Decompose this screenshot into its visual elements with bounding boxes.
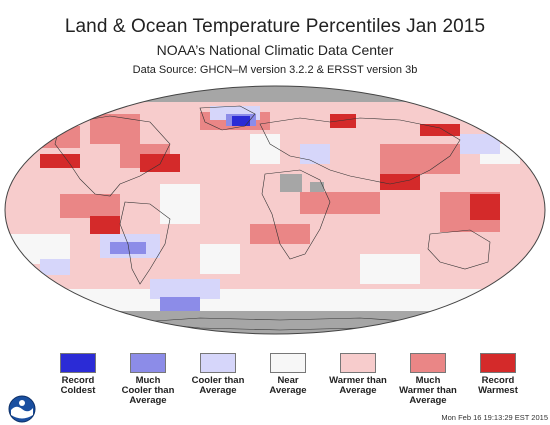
patch [420,124,460,136]
patch [300,144,330,164]
patch [250,224,310,244]
eurasia-outline [259,117,461,185]
legend-item-near-average: Near Average [248,353,328,396]
patch [380,144,460,174]
patch [360,254,420,284]
patch [150,279,220,299]
noaa-logo-icon [8,395,36,423]
map-border [4,85,546,335]
patch [250,134,280,164]
swatch [270,353,306,373]
southern-ocean-near [5,289,545,311]
timestamp: Mon Feb 16 19:13:29 EST 2015 [441,413,548,422]
patch [300,192,380,214]
patch [160,297,200,311]
legend-item-cooler: Cooler than Average [178,353,258,396]
patch [460,134,500,154]
patch [40,259,70,275]
map-subtitle: NOAA’s National Climatic Data Center [156,42,394,58]
africa-outline [261,169,331,260]
swatch [130,353,166,373]
patch [330,114,356,128]
patch [470,194,500,220]
legend-item-much-cooler: Much Cooler than Average [108,353,188,406]
patch [110,242,146,254]
south-america-outline [119,201,171,285]
australia-outline [427,229,491,270]
patch [90,114,140,144]
patch [200,244,240,274]
swatch [410,353,446,373]
patch [232,116,250,126]
legend-item-record-coldest: Record Coldest [38,353,118,396]
patch [40,154,80,168]
legend-item-much-warmer: Much Warmer than Average [388,353,468,406]
swatch [480,353,516,373]
patch [280,174,302,192]
swatch [200,353,236,373]
patch [160,184,200,224]
patch [310,182,324,192]
patch [60,194,120,218]
north-america-outline [54,115,171,197]
greenland-outline [199,105,256,131]
swatch [340,353,376,373]
legend-item-record-warmest: Record Warmest [458,353,538,396]
data-source: Data Source: GHCN–M version 3.2.2 & ERSS… [132,64,418,76]
map-title: Land & Ocean Temperature Percentiles Jan… [64,16,486,37]
world-map [4,85,546,335]
legend-item-warmer: Warmer than Average [318,353,398,396]
patch [90,216,120,234]
antarctic-no-data [5,310,545,334]
arctic-no-data [5,86,545,102]
patch [140,154,180,172]
swatch [60,353,96,373]
